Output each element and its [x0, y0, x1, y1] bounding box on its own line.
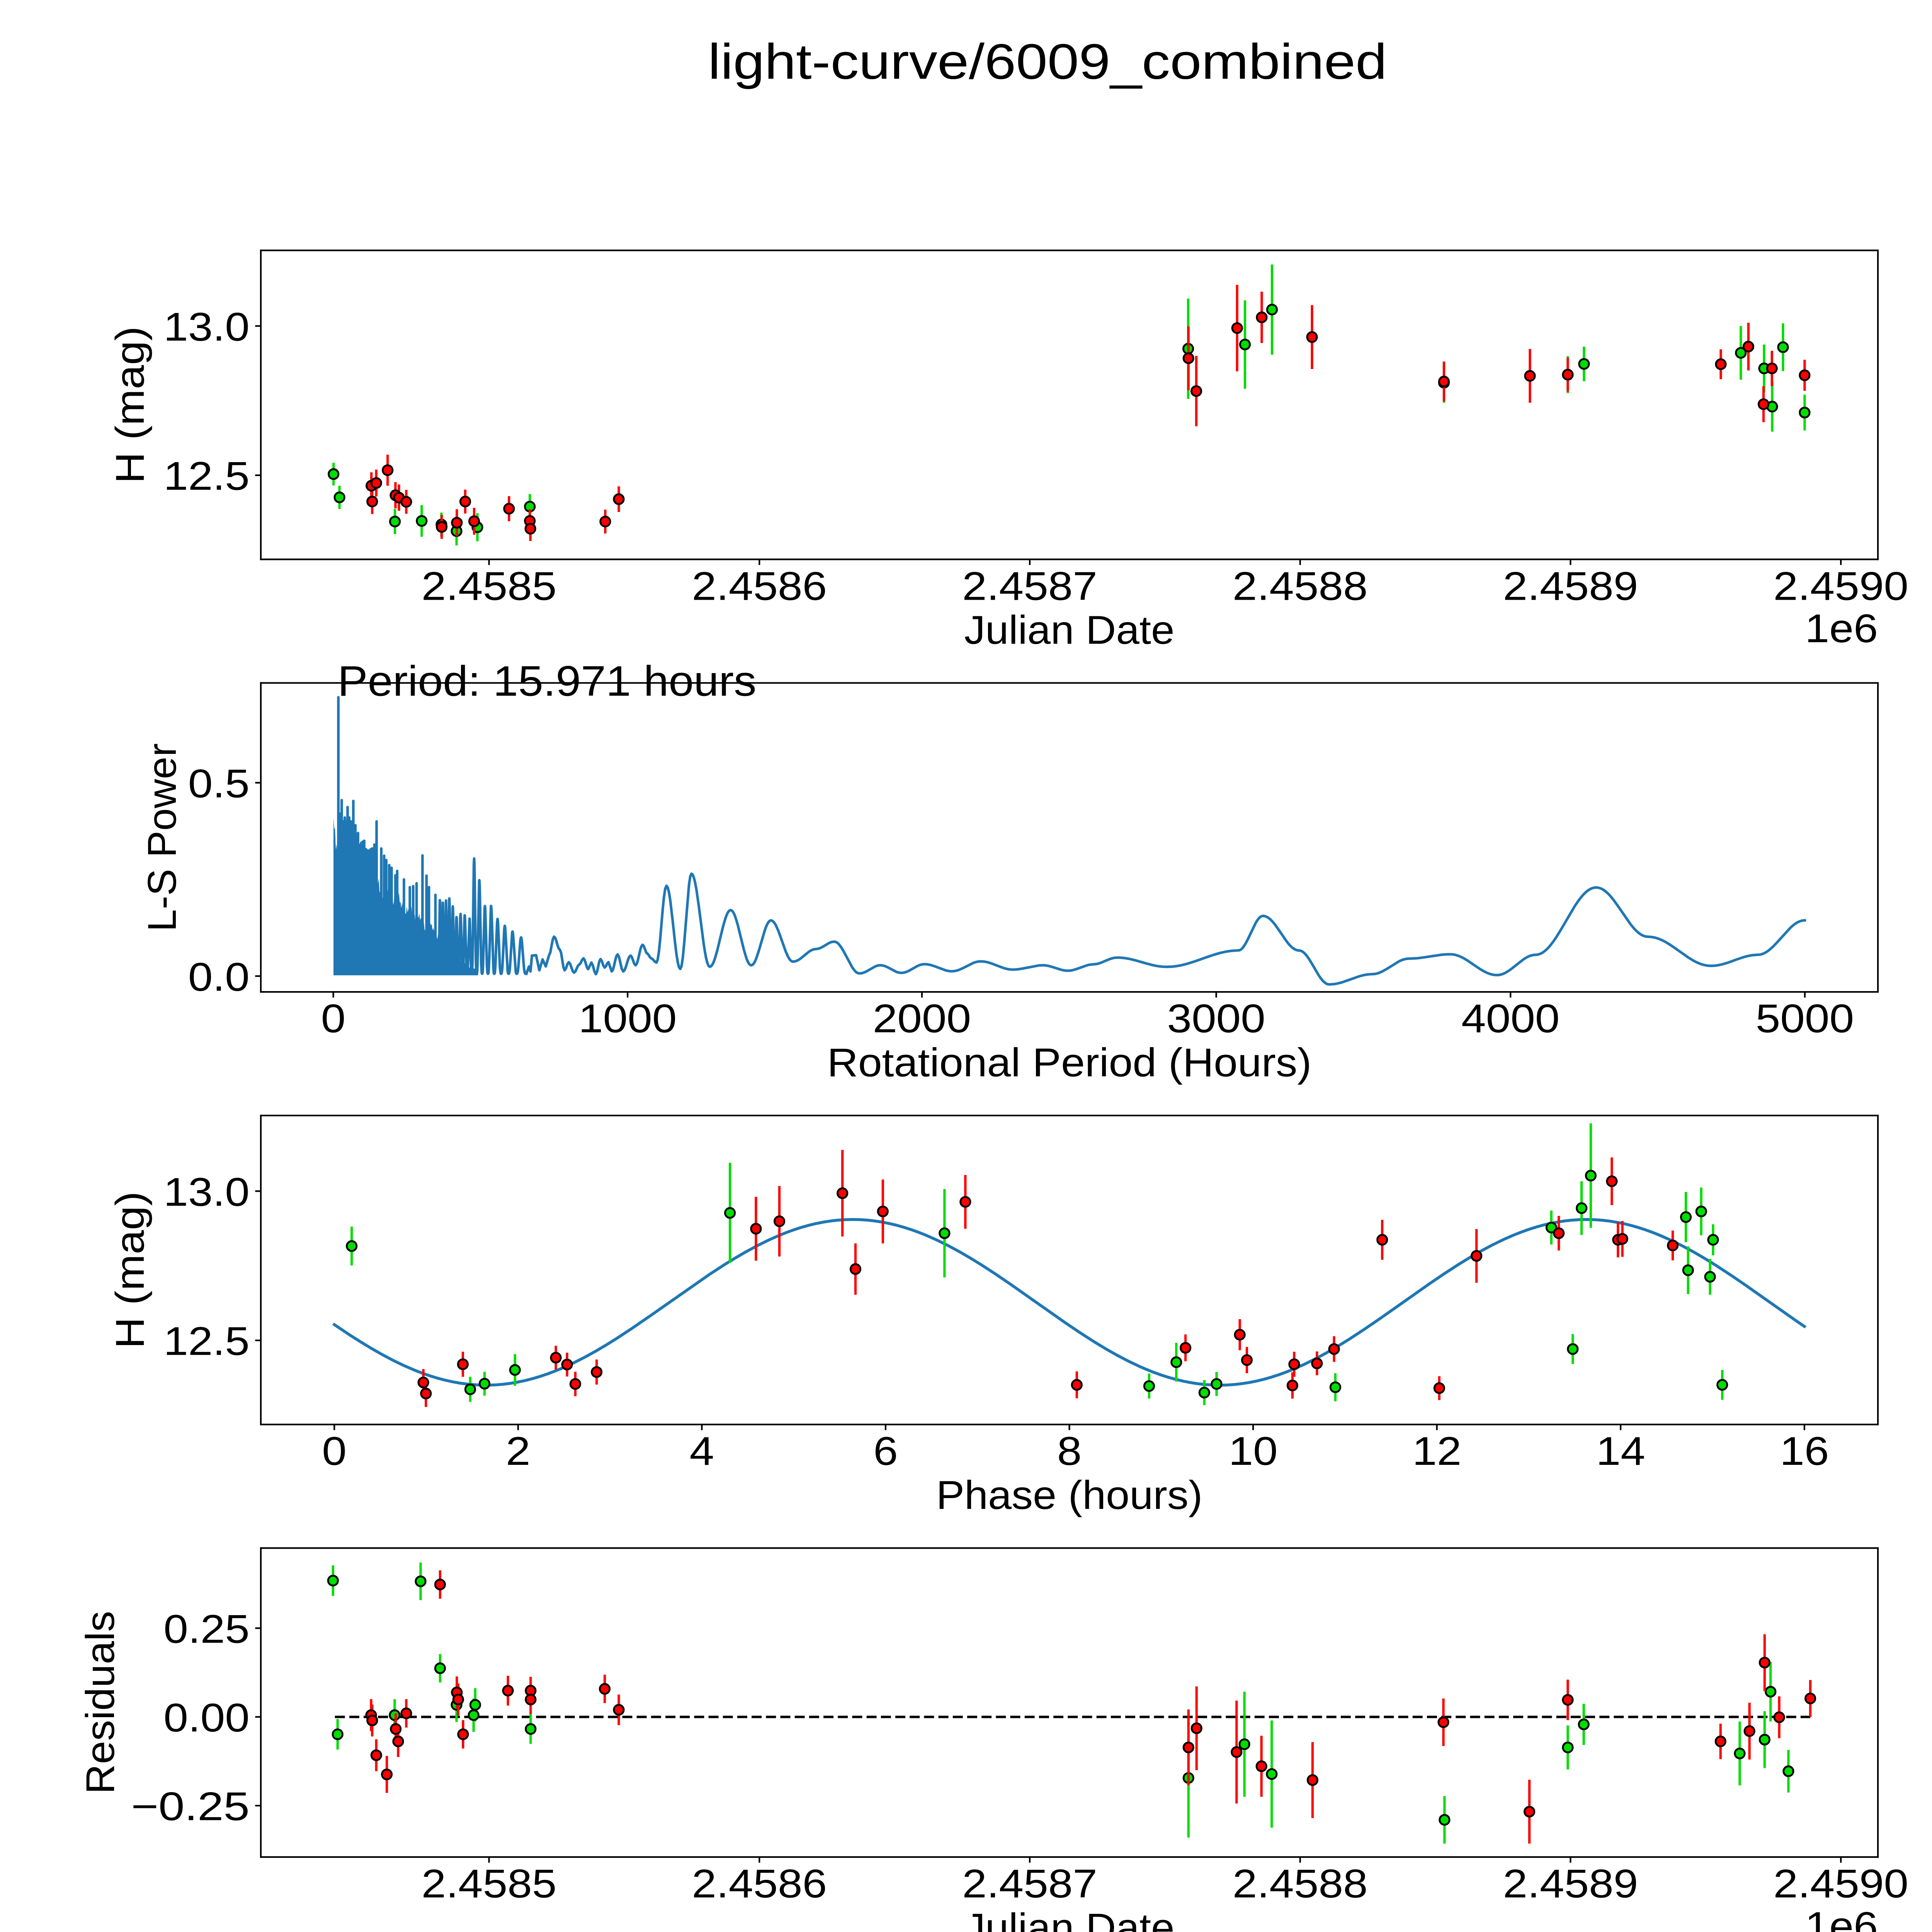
svg-text:5000: 5000: [1756, 997, 1854, 1041]
svg-text:1e6: 1e6: [1805, 1904, 1878, 1932]
svg-text:1000: 1000: [578, 997, 677, 1041]
svg-text:13.0: 13.0: [163, 1170, 250, 1214]
svg-text:H (mag): H (mag): [108, 1191, 153, 1349]
svg-text:Phase (hours): Phase (hours): [936, 1473, 1203, 1518]
svg-text:12.5: 12.5: [163, 454, 250, 499]
svg-text:2.4588: 2.4588: [1233, 564, 1368, 609]
svg-text:14: 14: [1596, 1429, 1645, 1474]
svg-text:2.4587: 2.4587: [962, 564, 1097, 609]
svg-text:0: 0: [321, 997, 346, 1041]
svg-text:light-curve/6009_combined: light-curve/6009_combined: [708, 34, 1387, 90]
svg-text:4000: 4000: [1461, 997, 1560, 1041]
svg-text:0.5: 0.5: [188, 761, 250, 806]
svg-text:Residuals: Residuals: [78, 1611, 123, 1794]
svg-text:8: 8: [1057, 1429, 1082, 1474]
svg-text:0.25: 0.25: [163, 1607, 250, 1651]
svg-text:4: 4: [690, 1429, 714, 1474]
svg-text:0: 0: [322, 1429, 347, 1474]
svg-text:2.4587: 2.4587: [962, 1862, 1097, 1906]
svg-text:2.4585: 2.4585: [422, 1862, 557, 1906]
svg-text:L-S Power: L-S Power: [140, 743, 185, 932]
svg-text:2.4589: 2.4589: [1503, 564, 1638, 609]
svg-text:10: 10: [1228, 1429, 1277, 1474]
svg-text:2.4585: 2.4585: [422, 564, 557, 609]
svg-text:16: 16: [1780, 1429, 1829, 1474]
svg-text:2.4586: 2.4586: [692, 564, 827, 609]
svg-text:Period: 15.971 hours: Period: 15.971 hours: [338, 658, 757, 705]
svg-text:2.4586: 2.4586: [692, 1862, 827, 1906]
svg-text:−0.25: −0.25: [131, 1784, 249, 1829]
svg-text:Julian Date: Julian Date: [964, 608, 1175, 653]
svg-text:3000: 3000: [1167, 997, 1265, 1041]
svg-text:0.0: 0.0: [188, 955, 250, 1000]
svg-text:Julian Date: Julian Date: [964, 1905, 1175, 1932]
svg-text:H (mag): H (mag): [108, 326, 153, 483]
svg-text:Rotational Period (Hours): Rotational Period (Hours): [827, 1041, 1312, 1085]
svg-text:2.4589: 2.4589: [1503, 1862, 1638, 1906]
svg-text:2.4590: 2.4590: [1773, 564, 1908, 609]
svg-text:2: 2: [506, 1429, 531, 1474]
svg-text:2000: 2000: [873, 997, 971, 1041]
svg-text:0.00: 0.00: [163, 1696, 250, 1740]
svg-text:2.4588: 2.4588: [1233, 1862, 1368, 1906]
svg-text:2.4590: 2.4590: [1773, 1862, 1908, 1906]
svg-text:6: 6: [873, 1429, 898, 1474]
svg-text:12: 12: [1412, 1429, 1461, 1474]
svg-text:1e6: 1e6: [1805, 606, 1878, 651]
svg-text:12.5: 12.5: [163, 1319, 250, 1364]
svg-text:13.0: 13.0: [163, 304, 250, 349]
